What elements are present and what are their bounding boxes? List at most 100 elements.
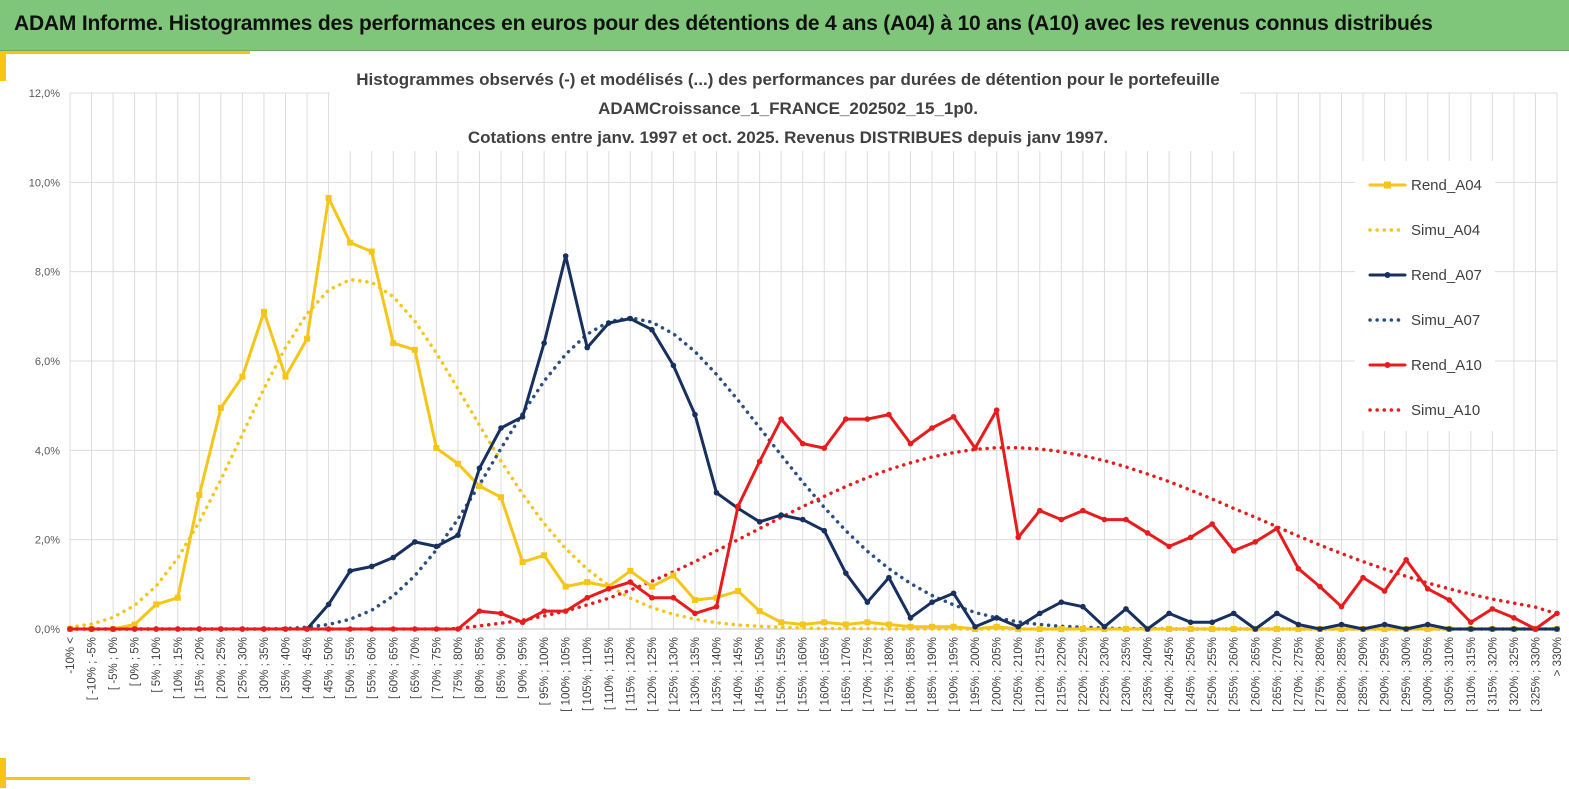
data-point-rend-a04 bbox=[778, 619, 785, 626]
x-tick-label: [ 265% ; 270% bbox=[1272, 637, 1284, 712]
x-tick-label: [ 135% ; 140% bbox=[712, 637, 724, 712]
data-point-rend-a10 bbox=[1467, 619, 1474, 626]
data-point-rend-a10 bbox=[735, 503, 741, 509]
data-point-rend-a10 bbox=[1187, 534, 1194, 541]
x-tick-label: [ 305% ; 310% bbox=[1444, 637, 1456, 712]
data-point-rend-a10 bbox=[605, 586, 612, 592]
y-tick-label: 6,0% bbox=[35, 356, 60, 368]
data-point-rend-a10 bbox=[455, 626, 461, 632]
data-point-rend-a10 bbox=[1230, 548, 1237, 554]
legend-label-rend-a10: Rend_A10 bbox=[1411, 357, 1482, 374]
data-point-rend-a04 bbox=[1338, 626, 1345, 632]
data-point-rend-a07 bbox=[1166, 610, 1172, 617]
data-point-rend-a10 bbox=[1403, 556, 1409, 563]
data-point-rend-a07 bbox=[929, 599, 935, 605]
data-point-rend-a04 bbox=[562, 583, 569, 590]
data-point-rend-a07 bbox=[1101, 623, 1108, 630]
data-point-rend-a10 bbox=[1295, 565, 1302, 572]
series bbox=[67, 194, 1560, 632]
data-point-rend-a10 bbox=[261, 626, 267, 632]
x-tick-label: [ 295% ; 300% bbox=[1401, 637, 1413, 712]
x-tick-label: [ 105% ; 110% bbox=[582, 637, 594, 711]
data-point-rend-a04 bbox=[368, 248, 375, 255]
chart-title-line-3: Cotations entre janv. 1997 et oct. 2025.… bbox=[468, 128, 1108, 147]
data-point-rend-a04 bbox=[282, 373, 289, 380]
data-point-rend-a10 bbox=[541, 608, 547, 614]
x-tick-label: [ 215% ; 220% bbox=[1056, 637, 1068, 712]
data-point-rend-a04 bbox=[1230, 626, 1237, 632]
chart-title: Histogrammes observés (-) et modélisés (… bbox=[330, 61, 1240, 151]
data-point-rend-a07 bbox=[1403, 626, 1409, 632]
data-point-rend-a10 bbox=[368, 626, 375, 632]
legend-marker bbox=[1384, 362, 1391, 368]
data-point-rend-a07 bbox=[713, 489, 720, 496]
data-point-rend-a10 bbox=[1274, 525, 1280, 532]
x-tick-label: [ 115% ; 120% bbox=[625, 637, 637, 711]
x-tick-label: [ 280% ; 285% bbox=[1336, 637, 1348, 712]
x-tick-label: [ 170% ; 175% bbox=[862, 637, 874, 712]
y-tick-label: 8,0% bbox=[35, 267, 60, 279]
data-point-rend-a10 bbox=[1144, 530, 1151, 536]
x-tick-label: [ 285% ; 290% bbox=[1358, 637, 1370, 712]
data-point-rend-a04 bbox=[239, 373, 246, 380]
data-point-rend-a07 bbox=[584, 344, 591, 351]
data-point-rend-a07 bbox=[886, 574, 892, 581]
data-point-rend-a07 bbox=[1036, 610, 1043, 617]
data-point-rend-a10 bbox=[584, 594, 591, 601]
x-tick-label: [ 95% ; 100% bbox=[539, 637, 551, 705]
x-tick-label: [ 230% ; 235% bbox=[1121, 637, 1133, 712]
data-point-rend-a04 bbox=[907, 623, 914, 630]
x-tick-label: [ 235% ; 240% bbox=[1143, 637, 1155, 712]
data-point-rend-a10 bbox=[239, 626, 246, 632]
series-line-simu-a10 bbox=[68, 445, 1559, 631]
data-point-rend-a04 bbox=[411, 346, 418, 353]
data-point-rend-a04 bbox=[1166, 626, 1173, 632]
x-tick-label: [ 25% ; 30% bbox=[237, 637, 249, 699]
data-point-rend-a04 bbox=[691, 596, 698, 603]
data-point-rend-a07 bbox=[972, 623, 978, 630]
data-point-rend-a07 bbox=[950, 590, 957, 597]
data-point-rend-a10 bbox=[110, 626, 116, 632]
data-point-rend-a07 bbox=[993, 615, 1000, 621]
data-point-rend-a10 bbox=[907, 440, 914, 447]
data-point-rend-a07 bbox=[670, 362, 677, 369]
x-tick-label: [ 100% ; 105% bbox=[561, 637, 573, 712]
data-point-rend-a07 bbox=[1230, 610, 1237, 617]
data-point-rend-a04 bbox=[756, 608, 763, 615]
data-point-rend-a07 bbox=[1274, 610, 1280, 617]
data-point-rend-a04 bbox=[713, 594, 720, 601]
legend-label-rend-a04: Rend_A04 bbox=[1411, 177, 1482, 194]
data-point-rend-a04 bbox=[174, 594, 181, 601]
data-point-rend-a07 bbox=[412, 539, 418, 545]
data-point-rend-a07 bbox=[1511, 626, 1517, 632]
data-point-rend-a07 bbox=[1467, 626, 1474, 632]
data-point-rend-a10 bbox=[88, 626, 95, 632]
x-tick-label: [ 150% ; 155% bbox=[776, 637, 788, 712]
data-point-rend-a07 bbox=[649, 326, 655, 333]
data-point-rend-a04 bbox=[864, 619, 871, 626]
data-point-rend-a10 bbox=[433, 626, 440, 632]
x-tick-label: [ 190% ; 195% bbox=[949, 637, 961, 712]
data-point-rend-a04 bbox=[390, 340, 397, 347]
x-tick-label: [ 320% ; 325% bbox=[1509, 637, 1521, 712]
data-point-rend-a10 bbox=[799, 440, 806, 447]
data-point-rend-a04 bbox=[1209, 626, 1216, 632]
data-point-rend-a10 bbox=[1424, 586, 1431, 592]
data-point-rend-a07 bbox=[1295, 621, 1302, 628]
data-point-rend-a07 bbox=[692, 411, 698, 418]
data-point-rend-a04 bbox=[1295, 626, 1302, 632]
data-point-rend-a10 bbox=[756, 458, 763, 465]
data-point-rend-a04 bbox=[304, 335, 311, 342]
data-point-rend-a07 bbox=[519, 414, 526, 420]
legend-background bbox=[1355, 161, 1495, 431]
data-point-rend-a10 bbox=[498, 610, 504, 617]
data-point-rend-a10 bbox=[325, 626, 332, 632]
data-point-rend-a10 bbox=[627, 579, 634, 585]
data-point-rend-a10 bbox=[929, 425, 935, 431]
series-line-simu-a04 bbox=[68, 277, 1559, 631]
data-point-rend-a10 bbox=[1446, 597, 1453, 603]
data-point-rend-a10 bbox=[843, 416, 849, 422]
data-point-rend-a10 bbox=[67, 626, 73, 632]
x-tick-label: [ -10% ; -5% bbox=[87, 637, 99, 700]
chart-title-line-1: Histogrammes observés (-) et modélisés (… bbox=[356, 70, 1219, 89]
